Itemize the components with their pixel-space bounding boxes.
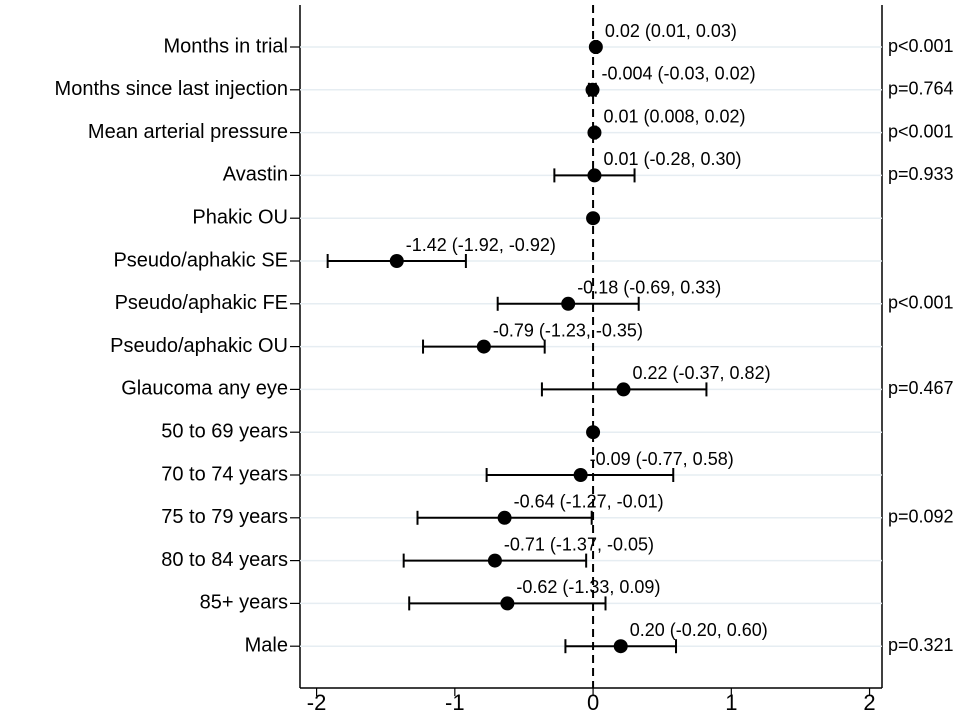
y-tick-label: Phakic OU — [192, 206, 288, 228]
y-tick-label: Months in trial — [164, 35, 289, 57]
p-value: p=0.764 — [888, 79, 954, 99]
point-estimate — [573, 468, 588, 482]
point-estimate — [616, 382, 631, 397]
value-label: 0.02 (0.01, 0.03) — [605, 21, 737, 41]
point-estimate — [476, 339, 491, 354]
p-value: p=0.467 — [888, 378, 954, 398]
y-tick-label: Pseudo/aphakic OU — [110, 335, 288, 357]
value-label: -0.79 (-1.23, -0.35) — [493, 320, 643, 340]
x-tick-label: -1 — [445, 690, 465, 714]
p-value: p<0.001 — [888, 293, 954, 313]
y-tick-label: 50 to 69 years — [161, 420, 288, 442]
p-value: p<0.001 — [888, 121, 954, 141]
point-estimate — [613, 639, 628, 654]
value-label: -0.62 (-1.33, 0.09) — [516, 577, 660, 597]
x-tick-label: 2 — [863, 690, 875, 714]
y-tick-label: Avastin — [223, 164, 288, 186]
y-tick-label: Pseudo/aphakic SE — [113, 249, 288, 271]
point-estimate — [586, 425, 601, 440]
point-estimate — [585, 82, 600, 97]
point-estimate — [587, 168, 602, 183]
p-value: p=0.321 — [888, 635, 954, 655]
p-value: p=0.933 — [888, 164, 954, 184]
point-estimate — [389, 254, 404, 268]
point-estimate — [497, 510, 512, 525]
y-tick-label: Months since last injection — [55, 78, 288, 100]
y-tick-label: Pseudo/aphakic FE — [115, 292, 288, 314]
y-tick-label: 85+ years — [200, 592, 288, 614]
value-label: 0.01 (0.008, 0.02) — [603, 106, 745, 126]
value-label: -0.09 (-0.77, 0.58) — [590, 449, 734, 469]
value-label: -0.64 (-1.27, -0.01) — [514, 492, 664, 512]
value-label: -0.18 (-0.69, 0.33) — [577, 278, 721, 298]
value-label: 0.01 (-0.28, 0.30) — [603, 149, 741, 169]
point-estimate — [587, 125, 602, 140]
x-tick-label: 0 — [587, 690, 599, 714]
x-tick-label: -2 — [307, 690, 327, 714]
y-tick-label: 75 to 79 years — [161, 506, 288, 528]
p-value: p<0.001 — [888, 36, 954, 56]
point-estimate — [500, 596, 515, 611]
y-tick-label: 70 to 74 years — [161, 463, 288, 485]
point-estimate — [561, 296, 576, 311]
p-value: p=0.092 — [888, 507, 954, 527]
point-estimate — [487, 553, 502, 568]
point-estimate — [586, 211, 601, 226]
y-tick-label: Male — [245, 634, 288, 656]
value-label: -0.004 (-0.03, 0.02) — [602, 64, 756, 84]
value-label: -0.71 (-1.37, -0.05) — [504, 534, 654, 554]
value-label: 0.22 (-0.37, 0.82) — [632, 363, 770, 383]
y-tick-label: Mean arterial pressure — [88, 121, 288, 143]
x-tick-label: 1 — [725, 690, 737, 714]
point-estimate — [588, 40, 603, 54]
value-label: -1.42 (-1.92, -0.92) — [406, 235, 556, 255]
y-tick-label: Glaucoma any eye — [121, 378, 288, 400]
y-tick-label: 80 to 84 years — [161, 549, 288, 571]
value-label: 0.20 (-0.20, 0.60) — [630, 620, 768, 640]
